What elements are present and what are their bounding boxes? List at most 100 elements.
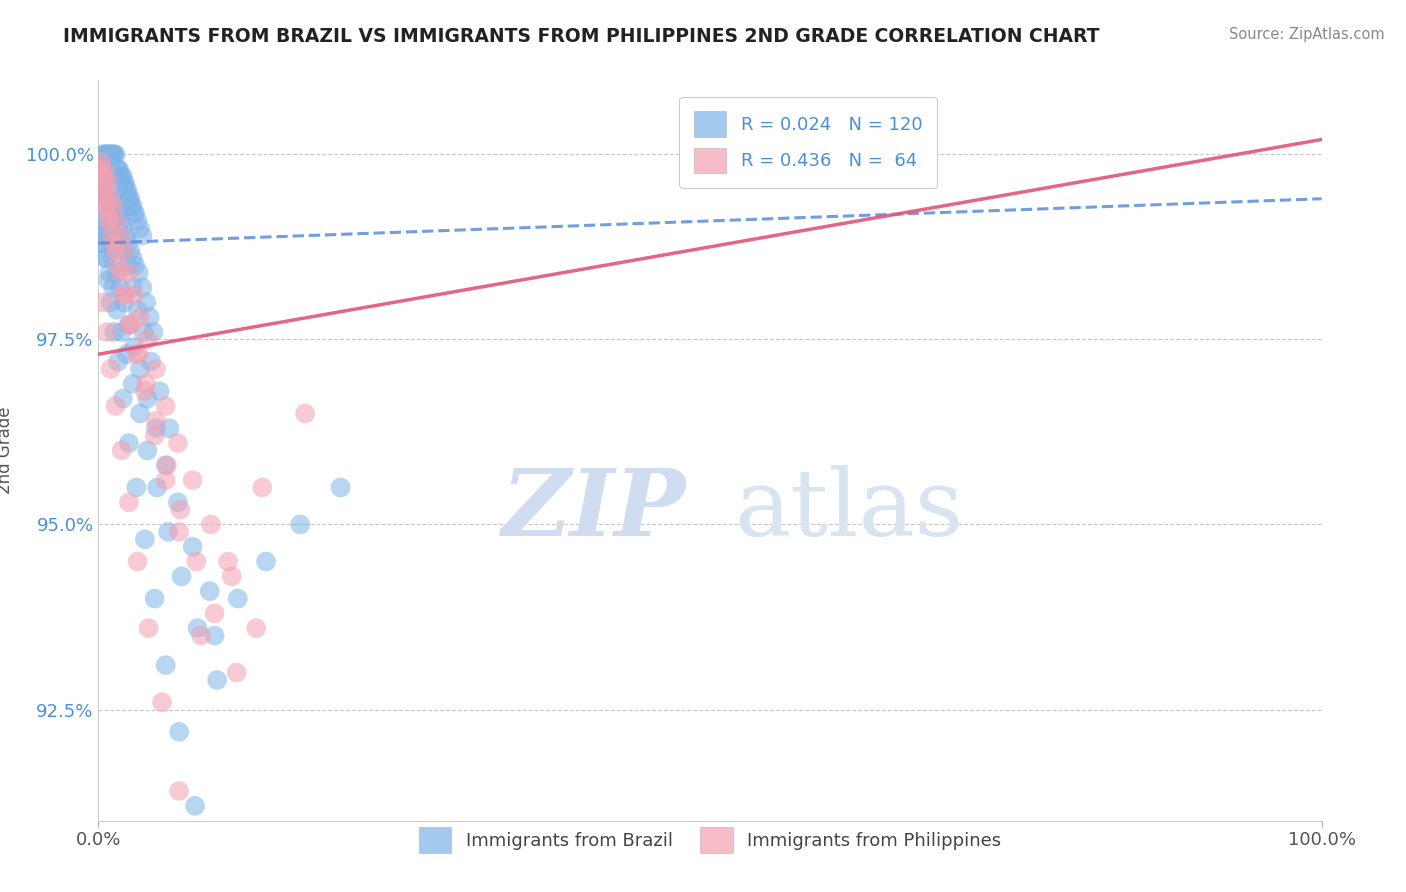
Point xyxy=(91,147,114,161)
Point xyxy=(118,318,141,332)
Point xyxy=(118,266,141,280)
Point xyxy=(120,244,142,258)
Point xyxy=(111,288,134,302)
Point xyxy=(226,591,249,606)
Point xyxy=(225,665,247,680)
Point xyxy=(120,192,142,206)
Point xyxy=(129,221,152,235)
Point xyxy=(101,199,124,213)
Point xyxy=(329,481,352,495)
Point xyxy=(115,184,138,198)
Point xyxy=(294,407,316,421)
Point xyxy=(91,214,114,228)
Point xyxy=(114,177,136,191)
Point xyxy=(105,302,128,317)
Point xyxy=(149,384,172,399)
Point xyxy=(104,147,127,161)
Point xyxy=(117,236,139,251)
Text: IMMIGRANTS FROM BRAZIL VS IMMIGRANTS FROM PHILIPPINES 2ND GRADE CORRELATION CHAR: IMMIGRANTS FROM BRAZIL VS IMMIGRANTS FRO… xyxy=(63,27,1099,45)
Point xyxy=(125,481,148,495)
Point xyxy=(111,392,134,406)
Point xyxy=(245,621,267,635)
Point xyxy=(101,280,124,294)
Point xyxy=(290,517,312,532)
Point xyxy=(96,199,118,213)
Point xyxy=(181,540,204,554)
Point xyxy=(94,251,117,265)
Point xyxy=(145,414,167,428)
Point xyxy=(155,658,177,673)
Point xyxy=(108,162,131,177)
Point xyxy=(111,221,134,235)
Point xyxy=(111,169,134,184)
Point xyxy=(120,318,142,332)
Point xyxy=(93,184,115,198)
Point xyxy=(198,584,221,599)
Point xyxy=(110,169,132,184)
Point xyxy=(100,192,122,206)
Point xyxy=(107,354,129,368)
Point xyxy=(134,533,156,547)
Point xyxy=(128,266,150,280)
Point xyxy=(90,206,112,220)
Point xyxy=(101,147,124,161)
Point xyxy=(107,258,129,272)
Point xyxy=(124,206,146,220)
Point xyxy=(105,162,128,177)
Point xyxy=(136,392,159,406)
Point xyxy=(104,206,127,220)
Point xyxy=(105,266,128,280)
Point xyxy=(96,147,118,161)
Point xyxy=(118,192,141,206)
Point xyxy=(110,214,132,228)
Point xyxy=(91,169,114,184)
Point xyxy=(181,473,204,487)
Point xyxy=(127,555,149,569)
Point xyxy=(139,310,162,325)
Point xyxy=(100,295,122,310)
Point xyxy=(204,629,226,643)
Point xyxy=(91,236,114,251)
Point xyxy=(101,251,124,265)
Point xyxy=(103,147,125,161)
Point xyxy=(155,458,177,473)
Point xyxy=(89,162,111,177)
Legend: Immigrants from Brazil, Immigrants from Philippines: Immigrants from Brazil, Immigrants from … xyxy=(412,820,1008,860)
Point xyxy=(111,169,134,184)
Point xyxy=(145,421,167,435)
Point xyxy=(101,199,124,213)
Point xyxy=(118,318,141,332)
Point xyxy=(107,206,129,220)
Point xyxy=(97,147,120,161)
Point xyxy=(112,244,135,258)
Point xyxy=(121,280,143,294)
Point xyxy=(252,481,274,495)
Point xyxy=(94,192,117,206)
Point xyxy=(167,495,190,509)
Point xyxy=(254,555,277,569)
Point xyxy=(204,607,226,621)
Point xyxy=(145,362,167,376)
Point xyxy=(91,184,114,198)
Point xyxy=(135,295,157,310)
Point xyxy=(121,199,143,213)
Point xyxy=(107,162,129,177)
Point xyxy=(167,524,190,539)
Point xyxy=(91,295,114,310)
Point xyxy=(98,184,121,198)
Point xyxy=(118,436,141,450)
Point xyxy=(129,362,152,376)
Point xyxy=(157,421,180,435)
Point xyxy=(221,569,243,583)
Point xyxy=(136,443,159,458)
Point xyxy=(121,376,143,391)
Point xyxy=(97,228,120,243)
Point xyxy=(122,206,145,220)
Point xyxy=(93,169,115,184)
Point xyxy=(142,325,165,339)
Point xyxy=(89,154,111,169)
Point xyxy=(93,147,115,161)
Point xyxy=(96,325,118,339)
Point xyxy=(117,258,139,272)
Point xyxy=(94,147,117,161)
